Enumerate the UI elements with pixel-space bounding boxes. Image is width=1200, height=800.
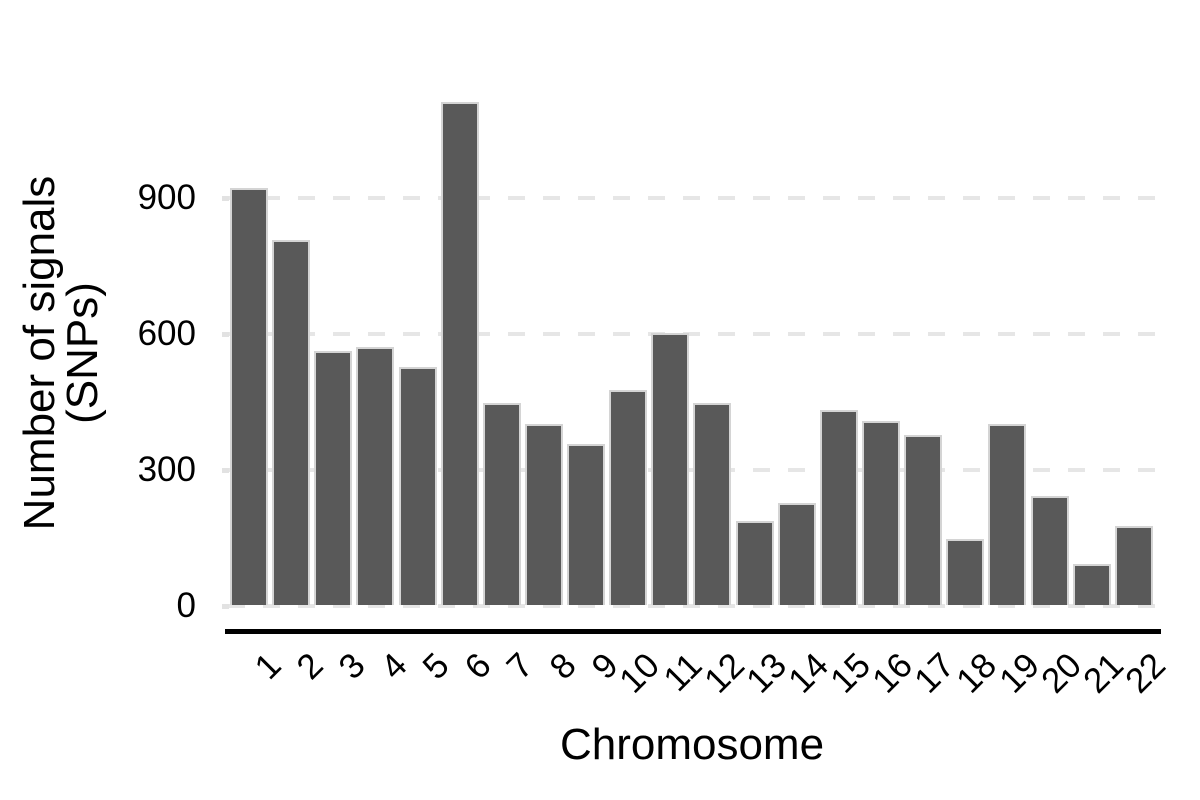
- bar-chr16: [862, 421, 900, 605]
- bar-chr3: [314, 351, 352, 605]
- bar-chr10: [609, 390, 647, 605]
- bar-chr13: [736, 521, 774, 605]
- y-axis-title-line-2: (SNPs): [58, 282, 107, 424]
- x-tick-label-22: 22: [1117, 645, 1174, 701]
- y-tick-mark-600: [222, 331, 229, 337]
- y-tick-mark-300: [222, 467, 229, 473]
- bar-chr4: [356, 347, 394, 605]
- x-axis-line: [225, 629, 1161, 634]
- x-tick-label-2: 2: [289, 645, 331, 687]
- x-tick-label-4: 4: [373, 645, 415, 687]
- y-tick-label-900: 900: [137, 178, 196, 217]
- y-tick-label-0: 0: [176, 586, 196, 625]
- bar-chr22: [1115, 526, 1153, 605]
- bar-chr17: [904, 435, 942, 605]
- bar-chr20: [1031, 496, 1069, 605]
- gridline-900: [228, 196, 1160, 200]
- bar-chr15: [820, 410, 858, 605]
- gridline-0: [228, 604, 1160, 608]
- bar-chr8: [525, 424, 563, 605]
- gridline-600: [228, 332, 1160, 336]
- x-tick-label-3: 3: [331, 645, 373, 687]
- bar-chr7: [483, 403, 521, 605]
- x-tick-label-5: 5: [415, 645, 457, 687]
- bar-chr14: [778, 503, 816, 605]
- x-tick-label-6: 6: [457, 645, 499, 687]
- y-tick-label-300: 300: [137, 450, 196, 489]
- y-tick-mark-0: [222, 603, 229, 609]
- bar-chr5: [399, 367, 437, 605]
- y-tick-mark-900: [222, 195, 229, 201]
- bar-chr6: [441, 102, 479, 605]
- bar-chr1: [230, 188, 268, 605]
- x-tick-label-8: 8: [541, 645, 584, 687]
- y-axis-title: Number of signals (SNPs): [15, 173, 107, 533]
- bar-chr18: [946, 539, 984, 605]
- y-tick-label-600: 600: [137, 314, 196, 353]
- bar-chr2: [272, 240, 310, 605]
- bar-chr12: [693, 403, 731, 605]
- bar-chr19: [988, 424, 1026, 605]
- x-axis-title: Chromosome: [559, 720, 825, 769]
- x-tick-label-7: 7: [499, 645, 542, 687]
- bar-chr9: [567, 444, 605, 605]
- bar-chr11: [651, 333, 689, 605]
- x-tick-label-1: 1: [246, 645, 289, 687]
- y-axis-title-line-1: Number of signals: [15, 175, 64, 531]
- bar-chr21: [1073, 564, 1111, 605]
